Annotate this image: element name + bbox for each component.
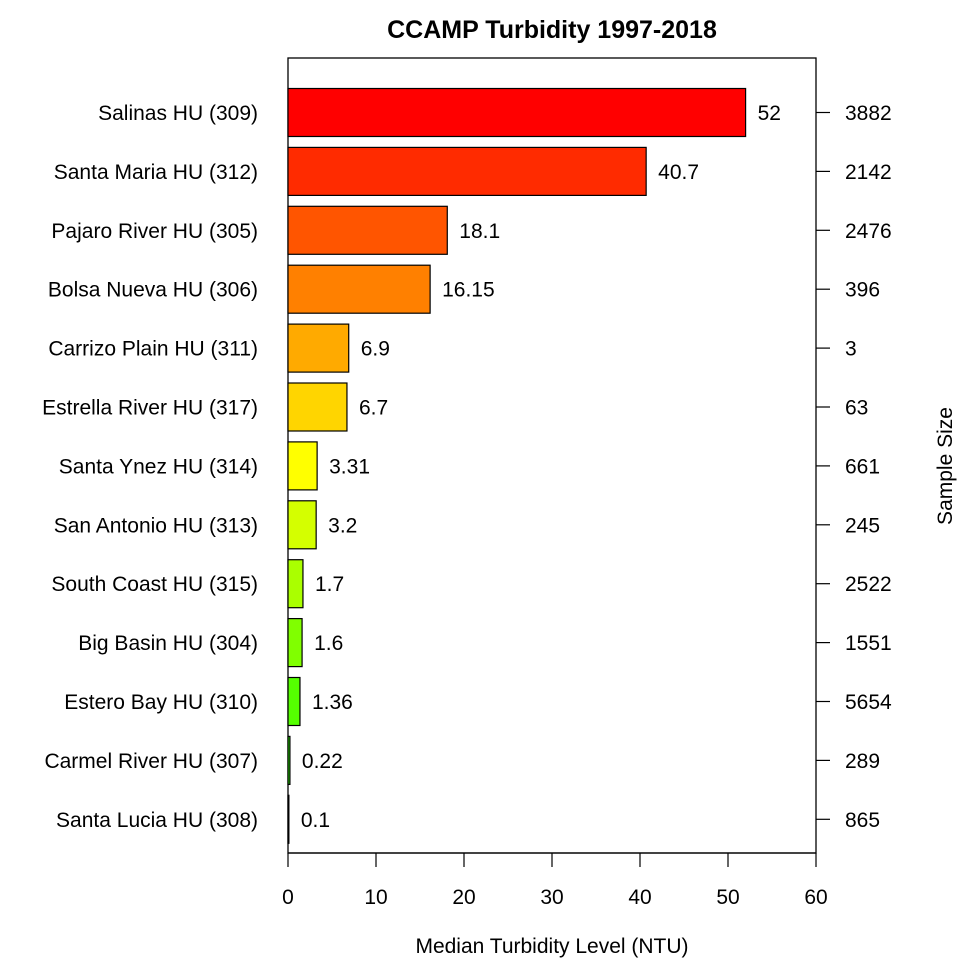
sample-size-label: 5654 bbox=[845, 691, 892, 714]
category-label: South Coast HU (315) bbox=[51, 573, 258, 596]
category-label: Santa Lucia HU (308) bbox=[56, 809, 258, 832]
value-label: 0.1 bbox=[301, 809, 330, 832]
value-label: 40.7 bbox=[658, 161, 699, 184]
bar bbox=[287, 559, 304, 609]
x-axis: 0 10 20 30 40 50 60 bbox=[282, 852, 828, 909]
sample-size-label: 3 bbox=[845, 338, 857, 361]
x-axis-label: Median Turbidity Level (NTU) bbox=[415, 935, 688, 958]
x-tick-label: 40 bbox=[628, 886, 651, 909]
category-label: Carmel River HU (307) bbox=[44, 750, 258, 773]
value-label: 1.36 bbox=[312, 691, 353, 714]
sample-size-label: 661 bbox=[845, 455, 880, 478]
x-tick-label: 20 bbox=[452, 886, 475, 909]
sample-size-label: 63 bbox=[845, 397, 868, 420]
category-label: Estrella River HU (317) bbox=[42, 397, 258, 420]
bar bbox=[287, 617, 303, 668]
value-label: 1.6 bbox=[314, 632, 343, 655]
category-label: San Antonio HU (313) bbox=[54, 514, 258, 537]
sample-size-label: 1551 bbox=[845, 632, 892, 655]
value-label: 0.22 bbox=[302, 750, 343, 773]
sample-size-label: 396 bbox=[845, 279, 880, 302]
value-label: 16.15 bbox=[442, 279, 495, 302]
x-tick-label: 10 bbox=[364, 886, 387, 909]
bar bbox=[287, 205, 448, 255]
chart-title: CCAMP Turbidity 1997-2018 bbox=[387, 16, 717, 44]
category-label: Santa Maria HU (312) bbox=[54, 161, 258, 184]
x-tick-label: 30 bbox=[540, 886, 563, 909]
value-label: 3.2 bbox=[328, 514, 357, 537]
category-label: Carrizo Plain HU (311) bbox=[48, 338, 258, 361]
bar bbox=[287, 87, 747, 138]
bar bbox=[287, 676, 301, 727]
bar bbox=[287, 146, 647, 196]
category-label: Estero Bay HU (310) bbox=[64, 691, 258, 714]
value-label: 6.9 bbox=[361, 338, 390, 361]
category-label: Pajaro River HU (305) bbox=[51, 220, 258, 243]
bars-group: Salinas HU (309) 52 Santa Maria HU (312) 40… bbox=[42, 87, 781, 844]
sample-size-label: 245 bbox=[845, 514, 880, 537]
right-axis-label: Sample Size bbox=[934, 407, 957, 525]
bar bbox=[287, 441, 318, 491]
bar bbox=[287, 500, 317, 550]
sample-size-label: 289 bbox=[845, 750, 880, 773]
value-label: 52 bbox=[758, 102, 781, 125]
sample-size-label: 2142 bbox=[845, 161, 892, 184]
category-label: Salinas HU (309) bbox=[98, 102, 258, 125]
bar bbox=[287, 323, 350, 373]
value-label: 3.31 bbox=[329, 455, 370, 478]
bar bbox=[287, 382, 348, 432]
category-label: Bolsa Nueva HU (306) bbox=[48, 279, 258, 302]
sample-size-label: 2522 bbox=[845, 573, 892, 596]
sample-size-label: 3882 bbox=[845, 102, 892, 125]
category-label: Big Basin HU (304) bbox=[78, 632, 258, 655]
value-label: 6.7 bbox=[359, 397, 388, 420]
bar bbox=[287, 735, 291, 786]
value-label: 1.7 bbox=[315, 573, 344, 596]
x-tick-label: 50 bbox=[716, 886, 739, 909]
x-tick-label: 60 bbox=[804, 886, 827, 909]
x-tick-label: 0 bbox=[282, 886, 294, 909]
bar bbox=[287, 794, 290, 844]
right-axis: 3882 2142 2476 396 3 63 661 245 2522 1551 5654 289 8… bbox=[816, 102, 892, 832]
value-label: 18.1 bbox=[459, 220, 500, 243]
sample-size-label: 865 bbox=[845, 809, 880, 832]
bar bbox=[287, 264, 431, 314]
category-label: Santa Ynez HU (314) bbox=[59, 455, 258, 478]
sample-size-label: 2476 bbox=[845, 220, 892, 243]
